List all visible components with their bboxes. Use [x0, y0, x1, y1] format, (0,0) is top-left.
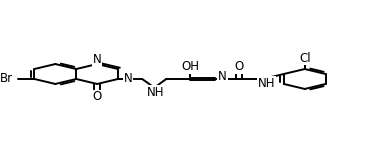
Text: N: N [218, 70, 227, 83]
Text: O: O [93, 90, 102, 103]
Text: N: N [93, 53, 102, 66]
Text: Br: Br [0, 73, 13, 86]
Text: NH: NH [258, 77, 275, 90]
Text: N: N [124, 72, 132, 85]
Text: NH: NH [147, 86, 165, 99]
Text: OH: OH [182, 60, 199, 73]
Text: O: O [234, 60, 243, 73]
Text: Cl: Cl [299, 52, 311, 65]
